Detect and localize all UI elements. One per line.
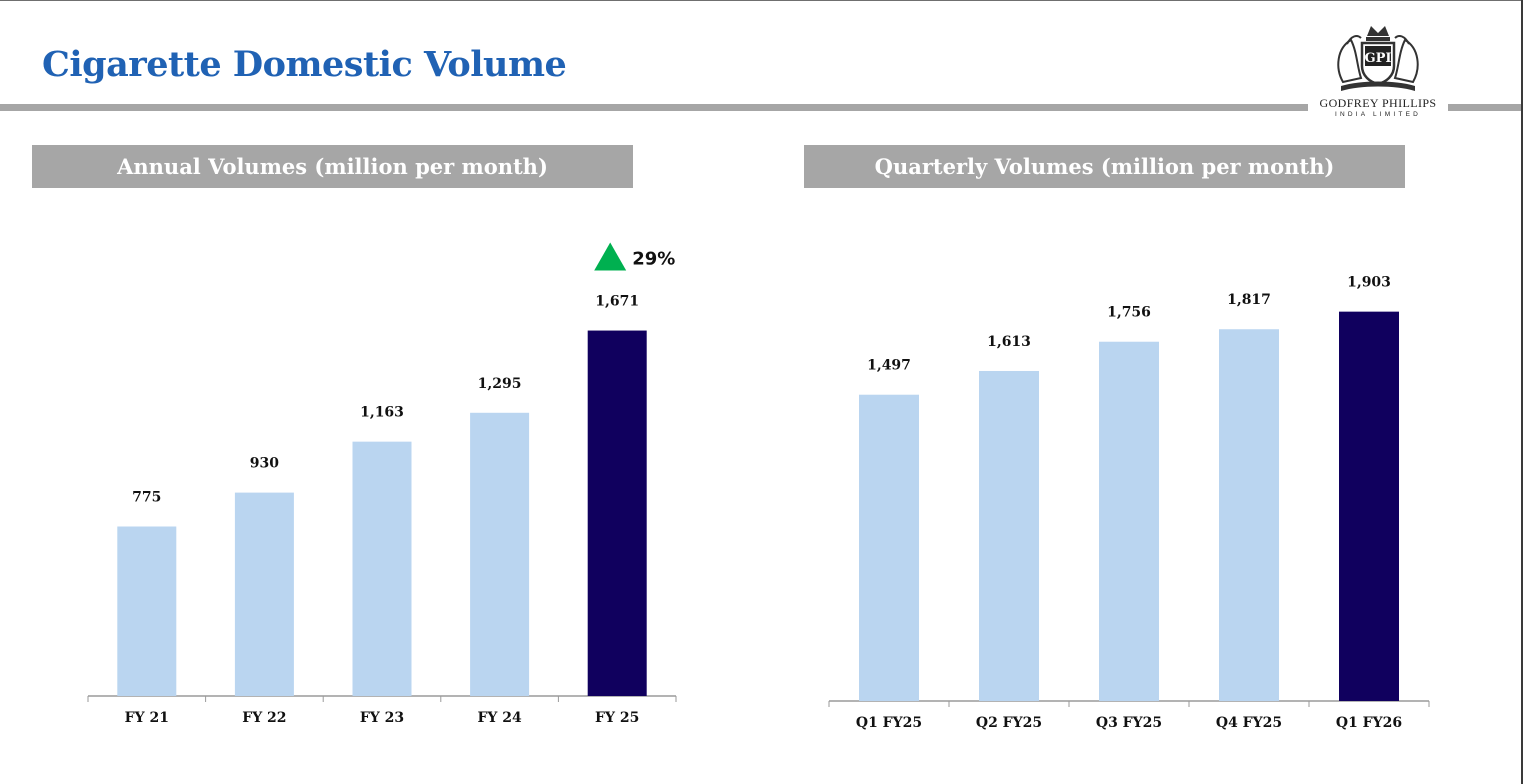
annual-value-label: 930	[250, 456, 279, 472]
quarterly-bar	[979, 370, 1039, 701]
annual-category-label: FY 23	[360, 710, 404, 726]
growth-arrow-icon	[594, 242, 627, 271]
quarterly-bar	[859, 394, 919, 701]
quarterly-category-label: Q4 FY25	[1216, 715, 1282, 731]
page-title: Cigarette Domestic Volume	[42, 44, 567, 85]
annual-chart-header: Annual Volumes (million per month)	[32, 145, 633, 188]
annual-bar	[587, 330, 647, 696]
annual-category-label: FY 25	[595, 710, 639, 726]
quarterly-chart-header: Quarterly Volumes (million per month)	[804, 145, 1405, 188]
annual-bar	[117, 526, 177, 696]
annual-value-label: 1,295	[478, 376, 522, 392]
quarterly-category-label: Q1 FY25	[856, 715, 922, 731]
slide-top-border	[0, 0, 1523, 1]
annual-category-label: FY 21	[125, 710, 169, 726]
slide-right-border	[1521, 0, 1523, 784]
quarterly-bar	[1219, 329, 1279, 701]
quarterly-value-label: 1,817	[1227, 292, 1271, 308]
logo-tagline: INDIA LIMITED	[1334, 111, 1422, 118]
quarterly-bar	[1339, 311, 1399, 701]
annual-bar	[470, 412, 530, 696]
annual-category-label: FY 22	[242, 710, 286, 726]
annual-category-label: FY 24	[477, 710, 522, 726]
quarterly-value-label: 1,497	[867, 358, 911, 374]
quarterly-bar	[1099, 341, 1159, 701]
quarterly-category-label: Q1 FY26	[1336, 715, 1402, 731]
crest-icon	[1337, 26, 1419, 91]
title-divider	[0, 104, 1521, 111]
logo-name: GODFREY PHILLIPS	[1319, 96, 1437, 110]
growth-label: 29%	[632, 249, 675, 270]
annual-bar	[234, 492, 294, 696]
quarterly-value-label: 1,903	[1347, 275, 1391, 291]
logo-monogram: GPI	[1365, 51, 1392, 66]
quarterly-value-label: 1,756	[1107, 305, 1151, 321]
annual-bar	[352, 441, 412, 696]
annual-value-label: 775	[132, 490, 161, 506]
quarterly-value-label: 1,613	[987, 334, 1031, 350]
company-logo: GPI GODFREY PHILLIPS INDIA LIMITED	[1308, 18, 1448, 122]
quarterly-category-label: Q3 FY25	[1096, 715, 1162, 731]
quarterly-category-label: Q2 FY25	[976, 715, 1042, 731]
annual-value-label: 1,163	[360, 405, 404, 421]
annual-value-label: 1,671	[595, 294, 639, 310]
